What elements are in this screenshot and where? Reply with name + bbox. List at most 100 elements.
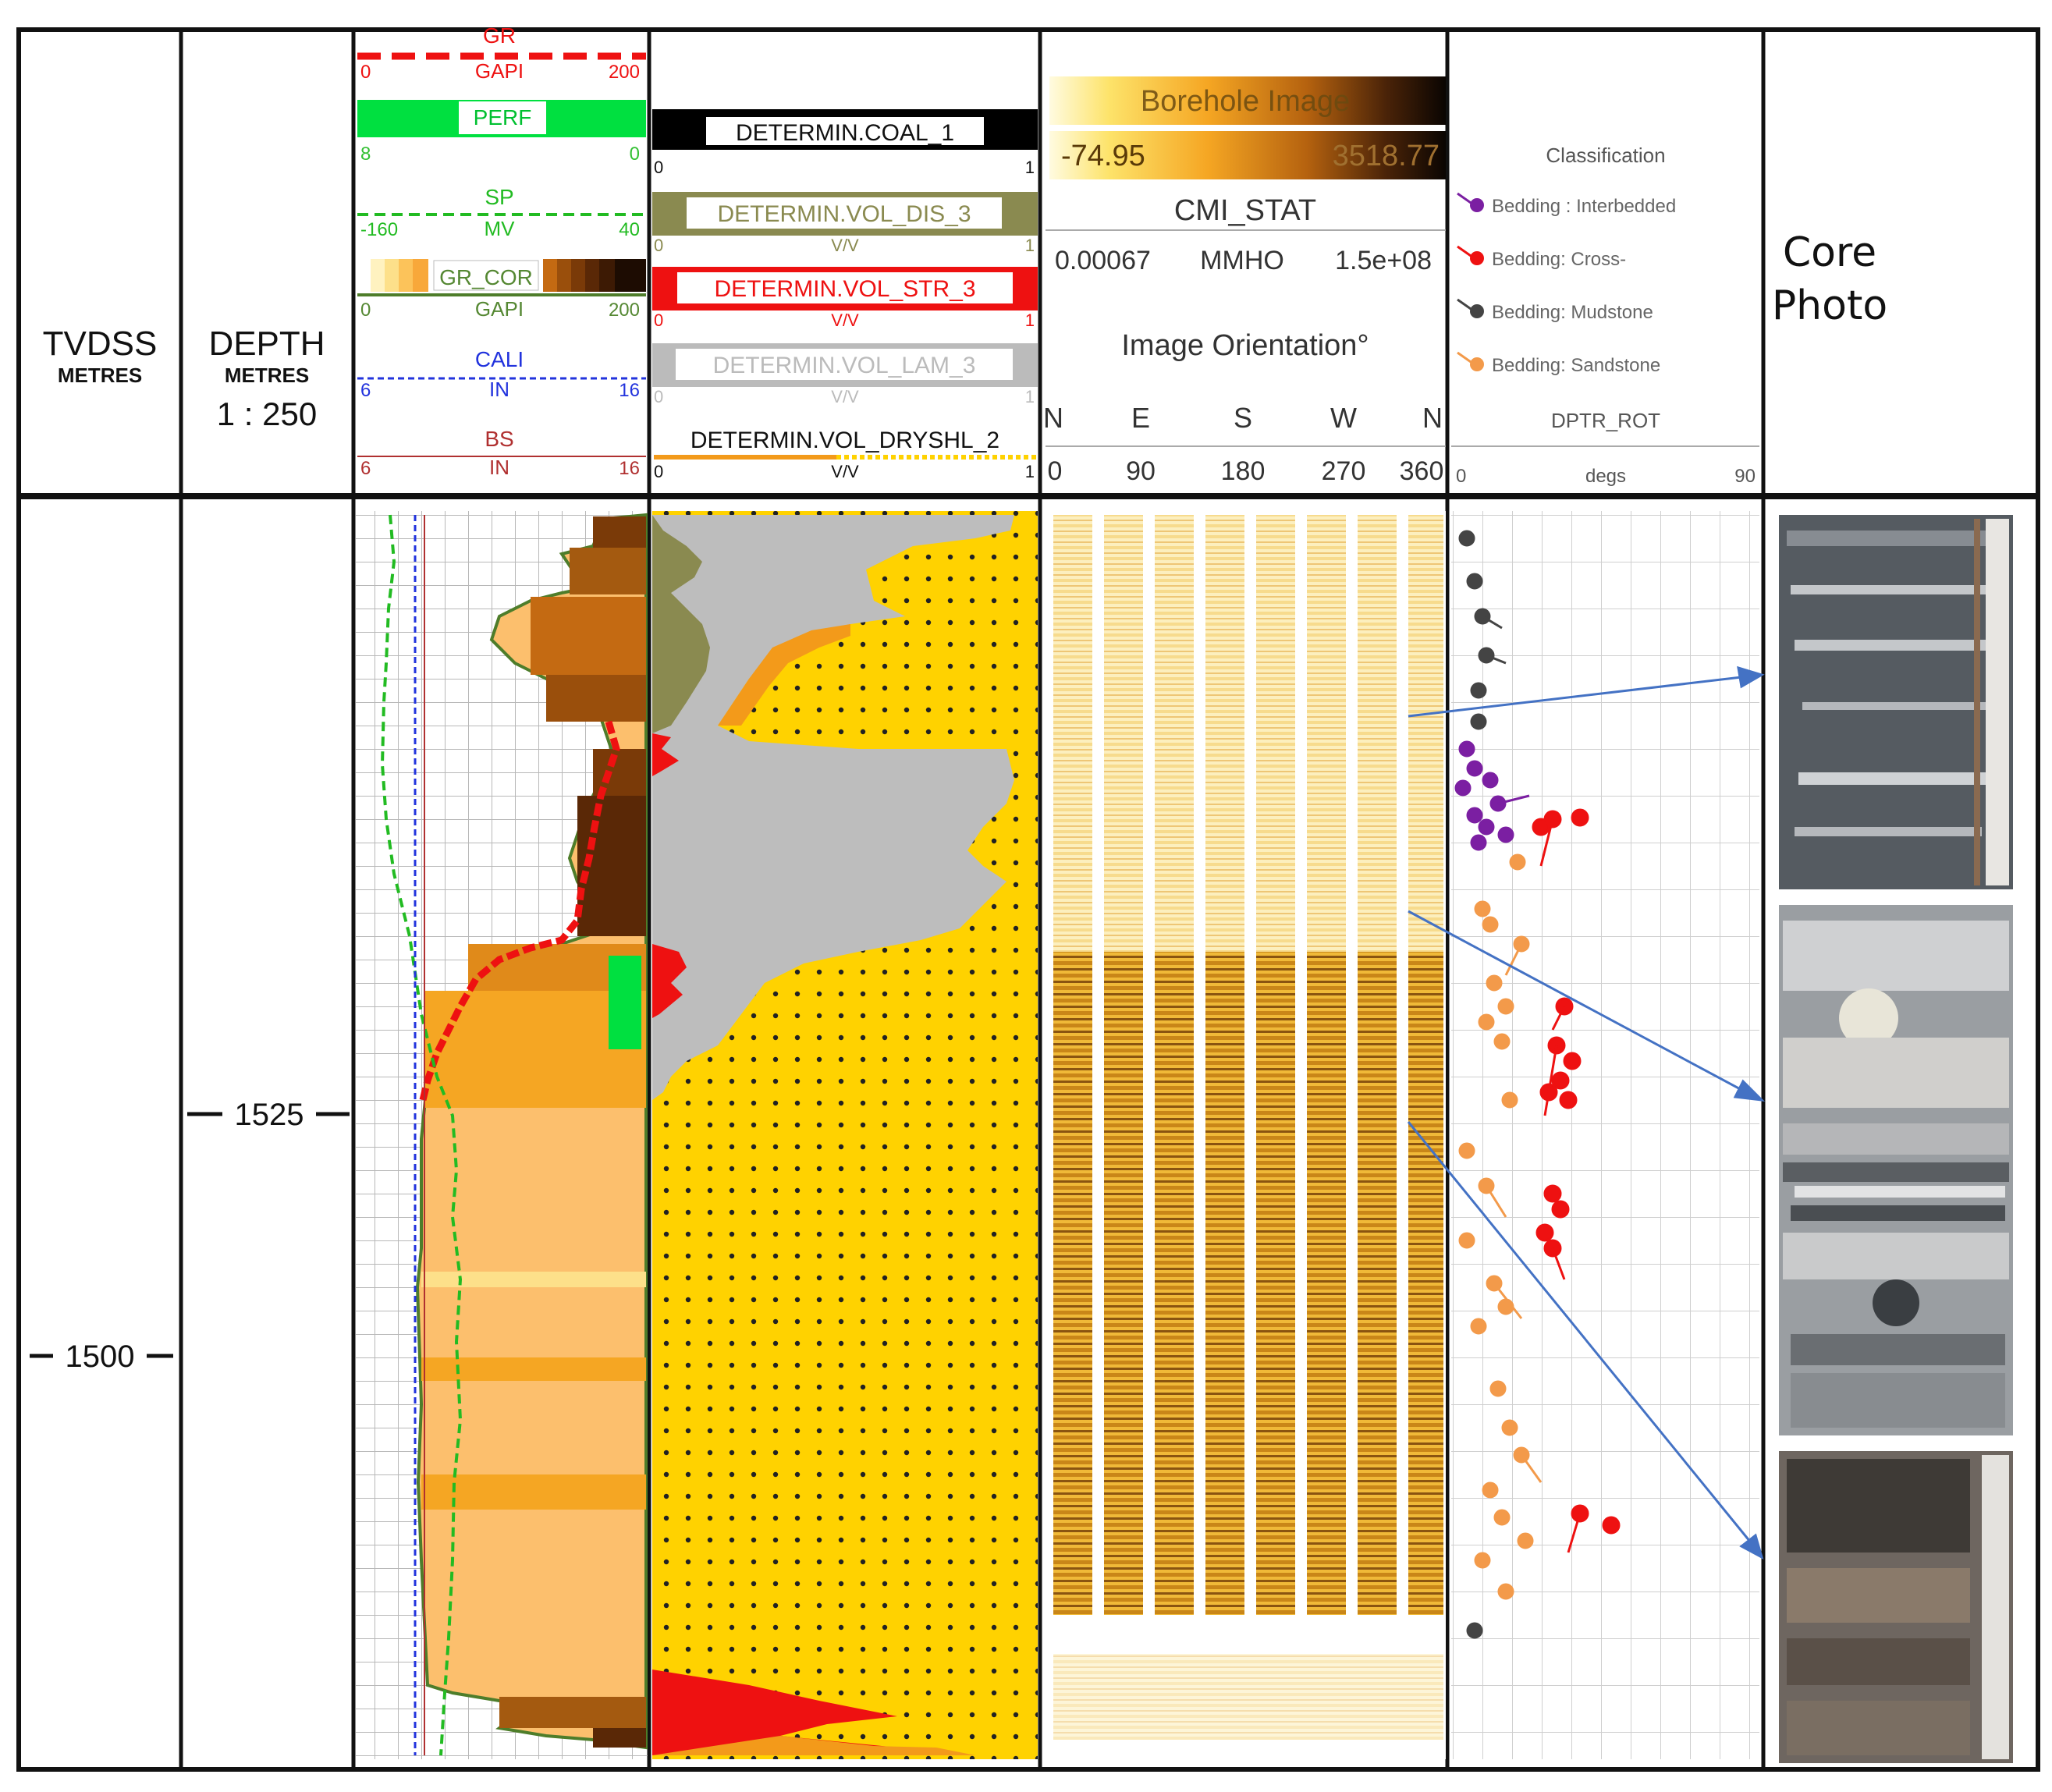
image-max: 3518.77 [1333, 140, 1440, 172]
gr-cor-unit: GAPI [475, 297, 524, 321]
legend-sandstone-label: Bedding: Sandstone [1492, 355, 1660, 376]
dips-min: 0 [1456, 466, 1466, 487]
gr-max: 200 [609, 62, 640, 83]
tvdss-label: TVDSS [43, 325, 158, 363]
image-stat: CMI_STAT [1174, 194, 1316, 227]
image-pads [1053, 515, 1443, 1740]
dip-cross [1532, 808, 1621, 1553]
gr-track [356, 511, 648, 1759]
dips-curve: DPTR_ROT [1551, 409, 1660, 432]
dis-fill [652, 515, 710, 733]
image-orientation: Image Orientation° [1121, 329, 1369, 362]
legend-mudstone: Bedding: Mudstone [1457, 298, 1653, 323]
core-photos [1779, 515, 2013, 1763]
gr-curve [419, 720, 620, 1102]
tvdss-unit: METRES [58, 364, 142, 387]
str-header: DETERMIN.VOL_STR_3 0 V/V 1 [652, 267, 1038, 330]
legend-interbedded-label: Bedding : Interbedded [1492, 196, 1676, 217]
coal-max: 1 [1025, 158, 1035, 177]
dryshl-orange [718, 624, 850, 726]
sp-curve [380, 514, 463, 1756]
legend-cross: Bedding: Cross- [1457, 245, 1626, 270]
deg-270: 270 [1322, 456, 1366, 486]
track-dividers [179, 30, 1766, 1769]
dryshl-bottom [652, 1736, 975, 1755]
dips-unit: degs [1585, 466, 1626, 487]
dir-n1: N [1043, 402, 1063, 434]
deg-180: 180 [1221, 456, 1266, 486]
sp-max: 40 [619, 219, 640, 240]
sp-header: SP -160 MV 40 [357, 185, 646, 240]
cali-unit: IN [489, 378, 509, 401]
legend-mudstone-label: Bedding: Mudstone [1492, 302, 1653, 323]
coal-min: 0 [654, 158, 663, 177]
dips-header: Classification Bedding : Interbedded Bed… [1451, 144, 1759, 487]
gr-cor-label: GR_COR [439, 265, 533, 289]
cali-label: CALI [475, 347, 524, 371]
deg-90: 90 [1126, 456, 1156, 486]
dryshl-max: 1 [1025, 462, 1035, 481]
dryshl-header: DETERMIN.VOL_DRYSHL_2 0 V/V 1 [654, 428, 1036, 481]
coal-header: DETERMIN.COAL_1 0 1 [652, 109, 1038, 177]
lam-fill [652, 515, 1014, 1100]
dir-w: W [1330, 402, 1357, 434]
perf-label: PERF [474, 105, 532, 130]
outer-frame [16, 27, 2040, 1772]
cali-header: CALI 6 IN 16 [357, 347, 646, 401]
gr-cor-max: 200 [609, 300, 640, 321]
core-photo-3 [1779, 1451, 2013, 1763]
dip-mudstone [1458, 530, 1507, 1639]
depth-unit: METRES [225, 364, 309, 387]
dryshl-unit: V/V [831, 462, 859, 481]
gr-header: GR GAPI 0 200 [357, 23, 646, 83]
dir-e: E [1131, 402, 1150, 434]
depth-label: DEPTH [208, 325, 325, 363]
lam-header: DETERMIN.VOL_LAM_3 0 V/V 1 [652, 343, 1038, 406]
lam-label: DETERMIN.VOL_LAM_3 [713, 353, 976, 378]
core-photo-label-2: Photo [1771, 282, 1888, 329]
bs-label: BS [485, 427, 513, 451]
legend-sandstone: Bedding: Sandstone [1457, 351, 1660, 376]
dir-n2: N [1422, 402, 1443, 434]
image-label: Borehole Image [1141, 85, 1350, 118]
image-stat-max: 1.5e+08 [1335, 246, 1432, 275]
dips-max: 90 [1734, 466, 1756, 487]
sp-unit: MV [485, 217, 516, 240]
core-photo-header: Core Photo [1767, 226, 1892, 332]
image-stat-min: 0.00067 [1055, 246, 1151, 275]
legend-cross-label: Bedding: Cross- [1492, 249, 1626, 270]
dis-header: DETERMIN.VOL_DIS_3 0 V/V 1 [652, 192, 1038, 255]
deg-0: 0 [1048, 456, 1063, 486]
deg-360: 360 [1400, 456, 1444, 486]
image-min: -74.95 [1061, 140, 1145, 172]
core-photo-1 [1779, 515, 2013, 889]
coal-label: DETERMIN.COAL_1 [736, 120, 954, 146]
tvdss-marker-label: 1500 [66, 1340, 135, 1374]
gr-min: 0 [360, 62, 371, 83]
dip-interbedded [1454, 740, 1530, 851]
gr-unit: GAPI [475, 59, 524, 83]
tvdss-marker: 1500 [30, 1340, 173, 1374]
cali-min: 6 [360, 380, 371, 401]
perf-interval [609, 956, 641, 1049]
str-min: 0 [654, 310, 663, 330]
lam-min: 0 [654, 387, 663, 406]
dips-track [1451, 511, 1759, 1759]
gr-cor-header: GR_COR 0 GAPI 200 [357, 259, 646, 321]
dis-min: 0 [654, 236, 663, 255]
correlation-arrows [1407, 665, 1766, 1560]
sp-min: -160 [360, 219, 398, 240]
image-stat-unit: MMHO [1200, 246, 1284, 275]
legend-interbedded: Bedding : Interbedded [1457, 192, 1676, 217]
str-spikes [652, 733, 936, 1755]
perf-min: 8 [360, 144, 371, 165]
cali-max: 16 [619, 380, 640, 401]
perf-header: PERF 8 0 [357, 100, 646, 165]
gr-cor-bands [421, 516, 646, 1748]
str-label: DETERMIN.VOL_STR_3 [714, 276, 975, 302]
borehole-image [1044, 511, 1446, 1759]
lam-unit: V/V [831, 387, 859, 406]
depth-scale: 1 : 250 [217, 396, 317, 432]
gr-label: GR [483, 23, 516, 48]
core-photo-label-1: Core [1782, 229, 1877, 276]
